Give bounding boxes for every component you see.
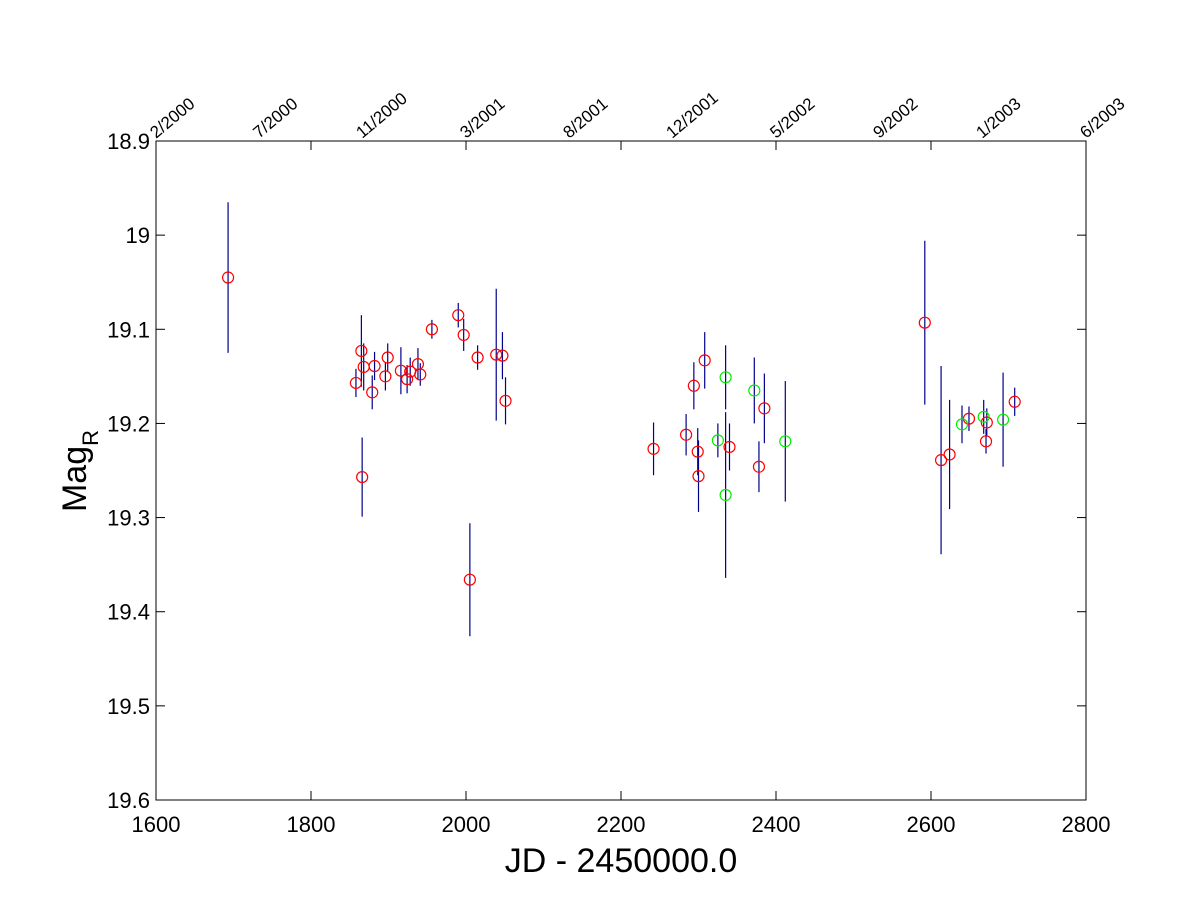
data-point [499, 394, 512, 407]
x-tick-label: 2800 [1062, 812, 1111, 837]
data-point [647, 442, 660, 455]
data-point [979, 435, 993, 448]
data-point [687, 379, 700, 392]
y-tick-label: 19.2 [107, 411, 150, 436]
data-point [221, 271, 235, 284]
data-point [977, 410, 990, 423]
data-point [452, 309, 465, 322]
data-point [719, 371, 732, 384]
data-point [490, 348, 503, 361]
data-point [918, 316, 931, 329]
data-point [471, 351, 484, 364]
data-point [955, 418, 969, 431]
data-point [366, 386, 379, 399]
data-point [943, 448, 956, 461]
data-point [457, 328, 470, 342]
x-tick-label: 1800 [287, 812, 336, 837]
x-tick-label: 2600 [907, 812, 956, 837]
data-point [414, 368, 427, 381]
data-point [996, 413, 1010, 426]
data-point [692, 470, 705, 483]
y-tick-label: 19.3 [107, 506, 150, 531]
data-point [711, 434, 724, 447]
data-point [752, 460, 766, 473]
y-tick-label: 19.4 [107, 600, 150, 625]
x-tick-label: 2200 [597, 812, 646, 837]
data-point [779, 435, 792, 448]
y-tick-label: 19 [126, 223, 150, 248]
x-tick-label: 2000 [442, 812, 491, 837]
data-point [758, 402, 771, 415]
data-point [368, 359, 381, 373]
data-point [394, 364, 407, 377]
data-point [349, 376, 363, 390]
data-point [356, 470, 369, 484]
data-point [691, 445, 704, 458]
data-point [463, 573, 476, 586]
data-point [934, 454, 948, 467]
data-point [980, 416, 993, 429]
data-point [723, 440, 736, 454]
x-axis: 1600 1800 2000 2200 2400 2600 2800 [132, 141, 1111, 837]
data-point [401, 373, 414, 386]
data-point [719, 488, 732, 502]
y-tick-label: 18.9 [107, 129, 150, 154]
data-point [381, 351, 394, 364]
y-axis-title-main: Mag [56, 446, 94, 512]
y-axis: 18.9 19 19.1 19.2 19.3 19.4 19.5 19.6 [107, 129, 1086, 813]
y-tick-label: 19.5 [107, 694, 150, 719]
plot-marks [221, 202, 1021, 637]
data-point [698, 354, 711, 367]
y-tick-label: 19.1 [107, 317, 150, 342]
data-point [748, 384, 761, 397]
data-point [1008, 395, 1021, 408]
y-axis-title: MagR [56, 430, 103, 512]
data-point [496, 349, 509, 362]
x-tick-label: 2400 [752, 812, 801, 837]
x-axis-title: JD - 2450000.0 [505, 842, 738, 880]
x-tick-label: 1600 [132, 812, 181, 837]
y-tick-label: 19.6 [107, 788, 150, 813]
y-axis-title-subscript: R [78, 430, 103, 446]
data-point [679, 428, 693, 441]
data-point [425, 323, 438, 336]
data-point [355, 344, 368, 358]
data-point [379, 370, 392, 383]
